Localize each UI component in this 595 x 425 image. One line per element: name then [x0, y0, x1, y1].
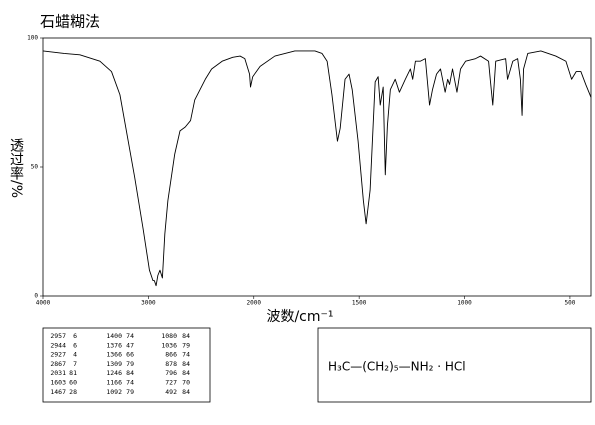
peak-wavenumber: 878 — [165, 360, 177, 368]
spectrum-line — [42, 50, 592, 287]
x-tick-label: 4000 — [36, 300, 51, 307]
peak-wavenumber: 796 — [165, 369, 177, 377]
peak-transmittance: 70 — [182, 379, 190, 387]
peak-transmittance: 66 — [126, 351, 134, 359]
peak-wavenumber: 1246 — [106, 369, 122, 377]
y-axis-label: 透过率/% — [8, 138, 24, 198]
peak-transmittance: 81 — [69, 369, 77, 377]
x-tick-label: 1000 — [457, 300, 472, 307]
peak-transmittance: 7 — [73, 360, 77, 368]
plot-frame — [42, 37, 592, 297]
structure-formula: H₃C—(CH₂)₅—NH₂ · HCl — [328, 360, 466, 374]
peak-wavenumber: 866 — [165, 351, 177, 359]
peak-transmittance: 6 — [73, 341, 77, 349]
peak-wavenumber: 1036 — [161, 341, 177, 349]
chart-title: 石蜡糊法 — [40, 13, 100, 31]
peak-table-frame — [42, 327, 211, 403]
peak-wavenumber: 2957 — [50, 332, 66, 340]
peak-wavenumber: 2867 — [50, 360, 66, 368]
peak-transmittance: 47 — [126, 341, 134, 349]
x-tick-label: 1500 — [352, 300, 367, 307]
y-tick-label: 0 — [34, 293, 38, 300]
peak-transmittance: 28 — [69, 388, 77, 396]
peak-transmittance: 6 — [73, 332, 77, 340]
peak-transmittance: 4 — [73, 351, 77, 359]
peak-transmittance: 60 — [69, 379, 77, 387]
peak-transmittance: 84 — [182, 360, 190, 368]
peak-wavenumber: 1309 — [106, 360, 122, 368]
peak-wavenumber: 1366 — [106, 351, 122, 359]
x-tick-label: 2000 — [247, 300, 262, 307]
x-tick-label: 500 — [565, 300, 576, 307]
peak-wavenumber: 2944 — [50, 341, 66, 349]
peak-transmittance: 74 — [126, 379, 134, 387]
peak-transmittance: 84 — [182, 388, 190, 396]
peak-transmittance: 79 — [182, 341, 190, 349]
peak-transmittance: 79 — [126, 360, 134, 368]
peak-transmittance: 74 — [126, 332, 134, 340]
peak-wavenumber: 1166 — [106, 379, 122, 387]
x-axis-label: 波数/cm⁻¹ — [266, 309, 333, 325]
x-tick-label: 3000 — [141, 300, 156, 307]
y-tick-label: 50 — [31, 164, 39, 171]
peak-wavenumber: 727 — [165, 379, 177, 387]
structure-frame — [317, 327, 592, 403]
peak-transmittance: 74 — [182, 351, 190, 359]
peak-transmittance: 84 — [182, 369, 190, 377]
peak-wavenumber: 1400 — [106, 332, 122, 340]
peak-wavenumber: 1376 — [106, 341, 122, 349]
y-tick-label: 100 — [27, 35, 38, 42]
peak-wavenumber: 1603 — [50, 379, 66, 387]
peak-transmittance: 84 — [126, 369, 134, 377]
peak-wavenumber: 1467 — [50, 388, 66, 396]
peak-wavenumber: 1080 — [161, 332, 177, 340]
peak-wavenumber: 2031 — [50, 369, 66, 377]
peak-wavenumber: 2927 — [50, 351, 66, 359]
peak-wavenumber: 1092 — [106, 388, 122, 396]
peak-transmittance: 79 — [126, 388, 134, 396]
peak-transmittance: 84 — [182, 332, 190, 340]
peak-wavenumber: 492 — [165, 388, 177, 396]
